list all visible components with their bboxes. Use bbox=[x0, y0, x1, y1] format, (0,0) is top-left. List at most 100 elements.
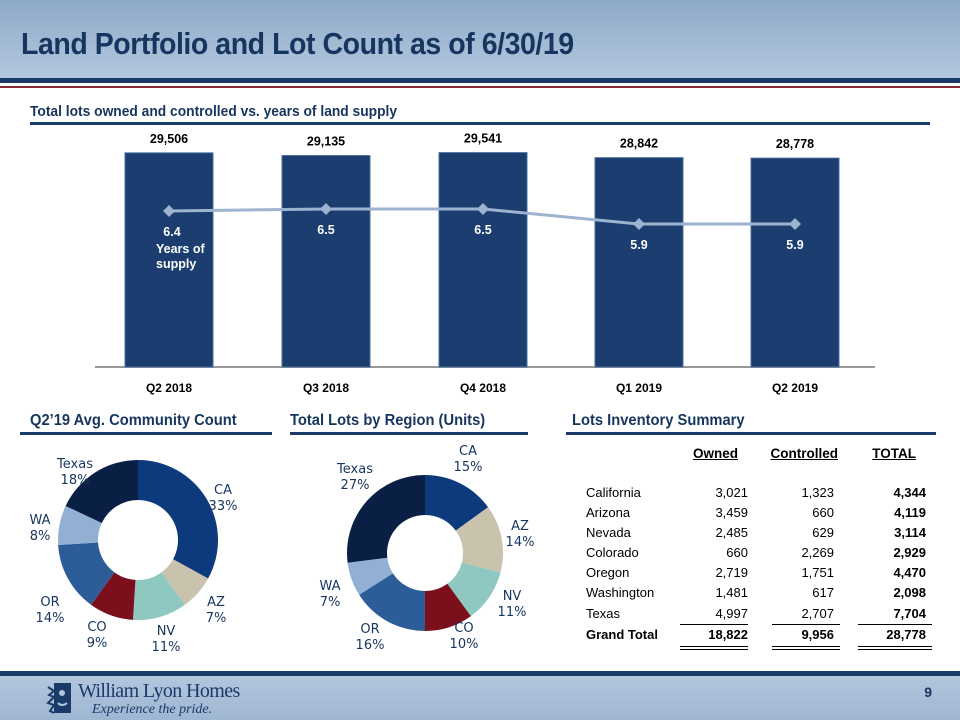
grand-total-label: Grand Total bbox=[586, 627, 658, 642]
slice-az bbox=[455, 507, 503, 573]
grand-total-total: 28,778 bbox=[886, 627, 926, 642]
bar-value-label: 29,541 bbox=[464, 132, 502, 146]
supply-value-label: 6.5 bbox=[317, 223, 334, 237]
owned-value: 4,997 bbox=[715, 606, 748, 621]
slice-ca bbox=[425, 475, 489, 531]
company-tagline: Experience the pride. bbox=[92, 702, 213, 717]
region-name: Colorado bbox=[586, 545, 639, 560]
supply-value-label: 5.9 bbox=[786, 238, 803, 252]
slice-label: OR 16% bbox=[356, 622, 385, 653]
footer-divider bbox=[0, 671, 960, 676]
community-count-title: Q2’19 Avg. Community Count bbox=[30, 412, 237, 429]
owned-value: 2,485 bbox=[715, 525, 748, 540]
table-row: Arizona 3,459 660 4,119 bbox=[578, 505, 948, 523]
owned-subtotal-rule bbox=[680, 624, 748, 625]
slice-label: CO 9% bbox=[87, 620, 108, 651]
bar-value-label: 29,135 bbox=[307, 135, 345, 149]
bar-value-label: 28,842 bbox=[620, 137, 658, 151]
owned-value: 2,719 bbox=[715, 565, 748, 580]
page-number: 9 bbox=[924, 684, 932, 700]
supply-point-marker bbox=[163, 205, 175, 217]
controlled-value: 629 bbox=[812, 525, 834, 540]
region-name: Texas bbox=[586, 606, 620, 621]
supply-point-marker bbox=[633, 218, 645, 230]
controlled-value: 1,323 bbox=[801, 485, 834, 500]
x-tick-label: Q4 2018 bbox=[460, 381, 506, 395]
total-value: 2,929 bbox=[893, 545, 926, 560]
slice-label: CO 10% bbox=[450, 621, 479, 652]
table-row: California 3,021 1,323 4,344 bbox=[578, 485, 948, 503]
region-name: California bbox=[586, 485, 641, 500]
bar-chart-title-rule bbox=[30, 122, 930, 125]
total-value: 2,098 bbox=[893, 585, 926, 600]
region-name: Arizona bbox=[586, 505, 631, 520]
table-row: Texas 4,997 2,707 7,704 bbox=[578, 606, 948, 624]
total-double-rule-2 bbox=[858, 649, 932, 650]
slice-label: CA 15% bbox=[454, 444, 483, 475]
bar-value-label: 29,506 bbox=[150, 132, 188, 146]
slice-co bbox=[90, 572, 136, 620]
total-value: 4,470 bbox=[893, 565, 926, 580]
owned-double-rule-1 bbox=[680, 646, 748, 647]
controlled-value: 2,707 bbox=[801, 606, 834, 621]
slice-nv bbox=[447, 562, 501, 617]
supply-point-marker bbox=[477, 203, 489, 215]
slice-label: NV 11% bbox=[152, 624, 181, 655]
supply-value-label: 6.4 bbox=[163, 225, 180, 239]
bar-q2-2019 bbox=[750, 157, 840, 368]
total-value: 3,114 bbox=[894, 525, 926, 540]
total-double-rule-1 bbox=[858, 646, 932, 647]
total-value: 4,344 bbox=[893, 485, 926, 500]
table-row: Colorado 660 2,269 2,929 bbox=[578, 545, 948, 563]
bar-value-label: 28,778 bbox=[776, 137, 814, 151]
community-count-donut: CA 33% AZ 7% NV 11% CO 9% OR 14% WA 8% Texas 18% bbox=[29, 457, 238, 655]
owned-value: 3,459 bbox=[715, 505, 748, 520]
x-tick-label: Q3 2018 bbox=[303, 381, 349, 395]
slice-co bbox=[425, 583, 471, 631]
header-divider-red bbox=[0, 86, 960, 88]
slice-wa bbox=[57, 505, 102, 546]
region-lots-donut: CA 15% AZ 14% NV 11% CO 10% OR 16% WA 7% Texas 27% bbox=[319, 444, 534, 653]
lion-logo-icon bbox=[46, 683, 71, 714]
supply-point-marker bbox=[320, 203, 332, 215]
col-header-owned: Owned bbox=[692, 446, 738, 461]
lots-vs-supply-chart: 29,506 Q2 2018 29,135 Q3 2018 29,541 Q4 2018 2… bbox=[95, 132, 875, 395]
bar-q3-2018 bbox=[281, 155, 371, 368]
header-band bbox=[0, 0, 960, 78]
grand-total-row: Grand Total 18,822 9,956 28,778 bbox=[578, 627, 948, 645]
owned-value: 1,481 bbox=[715, 585, 748, 600]
region-name: Nevada bbox=[586, 525, 631, 540]
table-row: Oregon 2,719 1,751 4,470 bbox=[578, 565, 948, 583]
slice-label: Texas 18% bbox=[56, 457, 93, 488]
slice-label: NV 11% bbox=[498, 589, 527, 620]
controlled-value: 660 bbox=[812, 505, 834, 520]
owned-value: 3,021 bbox=[715, 485, 748, 500]
slice-texas bbox=[65, 460, 138, 523]
col-header-controlled: Controlled bbox=[770, 446, 839, 461]
controlled-value: 2,269 bbox=[801, 545, 834, 560]
slice-label: WA 7% bbox=[319, 579, 340, 610]
bar-q4-2018 bbox=[438, 152, 528, 368]
x-tick-label: Q1 2019 bbox=[616, 381, 662, 395]
region-lots-title: Total Lots by Region (Units) bbox=[290, 412, 486, 429]
years-of-supply-annotation: Years of supply bbox=[156, 242, 205, 271]
slice-nv bbox=[132, 572, 186, 620]
table-row: Nevada 2,485 629 3,114 bbox=[578, 525, 948, 543]
total-value: 7,704 bbox=[893, 606, 926, 621]
footer-band bbox=[0, 676, 960, 720]
community-title-rule bbox=[20, 432, 272, 435]
controlled-subtotal-rule bbox=[772, 624, 840, 625]
bar-chart-title: Total lots owned and controlled vs. year… bbox=[30, 103, 398, 120]
page-title: Land Portfolio and Lot Count as of 6/30/… bbox=[21, 26, 574, 61]
col-header-total: TOTAL bbox=[872, 446, 916, 461]
slice-label: OR 14% bbox=[36, 595, 65, 626]
controlled-double-rule-1 bbox=[772, 646, 840, 647]
slice-label: Texas 27% bbox=[336, 462, 373, 493]
slice-label: CA 33% bbox=[209, 483, 238, 514]
inventory-title-rule bbox=[566, 432, 936, 435]
slice-az bbox=[161, 559, 209, 605]
owned-value: 660 bbox=[726, 545, 748, 560]
controlled-value: 617 bbox=[812, 585, 834, 600]
bar-q2-2018 bbox=[124, 152, 214, 368]
region-name: Oregon bbox=[586, 565, 630, 580]
